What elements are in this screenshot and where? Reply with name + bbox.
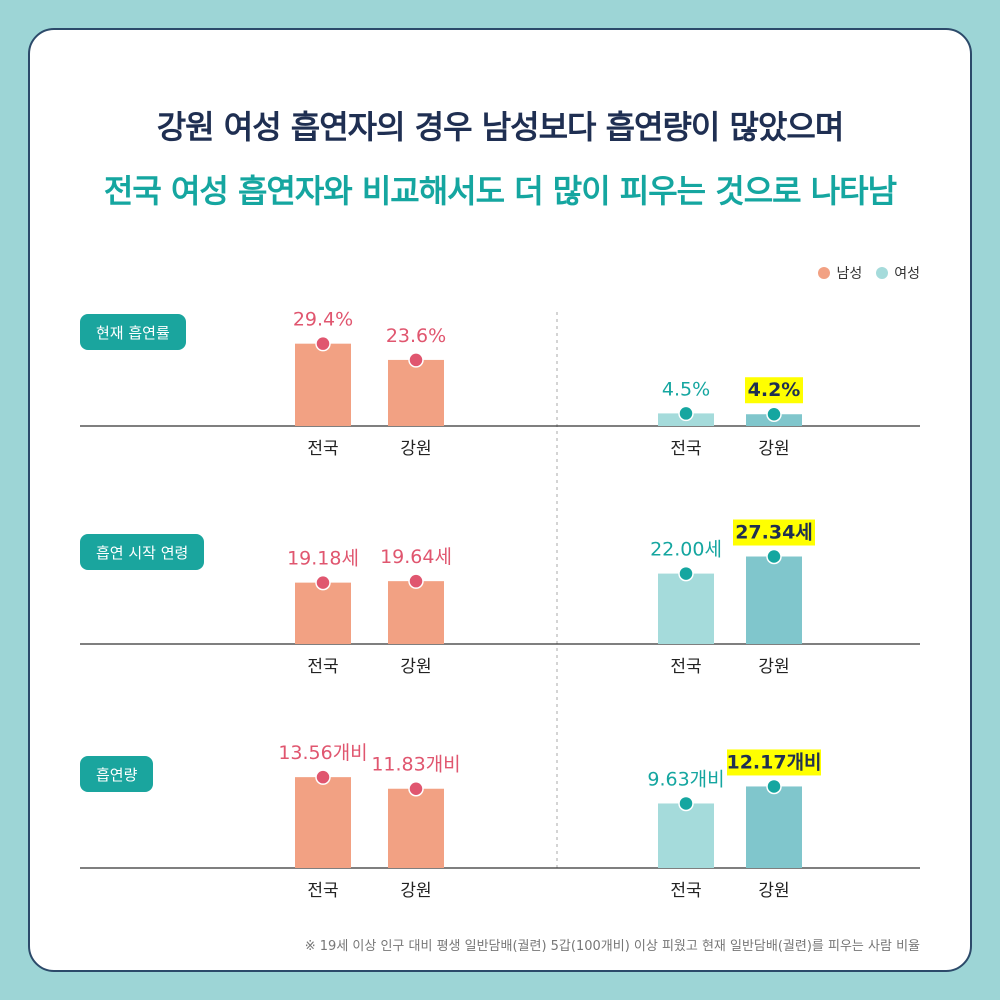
bar-marker-dot — [678, 795, 694, 812]
legend-female-swatch — [876, 267, 889, 279]
data-label: 13.56개비 — [278, 742, 367, 764]
bar-marker-dot — [766, 548, 782, 565]
bar-male-1 — [388, 359, 444, 426]
bar-marker-dot — [408, 352, 424, 368]
bar-marker-dot — [678, 405, 694, 422]
bar-marker-dot — [678, 565, 694, 582]
bar-marker-dot — [315, 769, 331, 785]
data-label: 27.34세 — [735, 522, 813, 544]
section-label-smoking-amount: 흡연량 — [80, 756, 154, 792]
category-tick-label: 강원 — [758, 657, 789, 677]
bar-male-0 — [295, 582, 351, 644]
category-tick-label: 전국 — [307, 657, 338, 677]
category-tick-label: 전국 — [670, 657, 701, 677]
bar-female-0 — [658, 573, 714, 644]
bar-female-0 — [658, 803, 714, 868]
bar-male-1 — [388, 788, 444, 868]
legend-female-label: 여성 — [894, 266, 920, 282]
data-label: 4.2% — [748, 379, 801, 401]
data-label-highlight — [745, 377, 803, 404]
data-label: 9.63개비 — [647, 768, 724, 790]
title-line-1: 강원 여성 흡연자의 경우 남성보다 흡연량이 많았으며 — [156, 108, 845, 146]
bar-marker-dot — [408, 780, 424, 797]
section-label-smoking-start-age: 흡연 시작 연령 — [80, 534, 205, 570]
category-tick-label: 강원 — [758, 439, 789, 459]
data-label-highlight — [727, 749, 821, 776]
category-tick-label: 전국 — [307, 439, 338, 459]
data-label: 19.18세 — [287, 548, 359, 570]
bar-male-1 — [388, 581, 444, 644]
legend: 남성 여성 — [818, 263, 920, 283]
title-line-2: 전국 여성 흡연자와 비교해서도 더 많이 피우는 것으로 나타남 — [103, 172, 897, 210]
category-tick-label: 강원 — [400, 439, 431, 459]
bar-marker-dot — [315, 335, 331, 352]
bar-female-1 — [746, 556, 802, 644]
bar-male-0 — [295, 343, 351, 426]
category-tick-label: 강원 — [400, 657, 431, 677]
bar-male-0 — [295, 777, 351, 868]
footnote: ※ 19세 이상 인구 대비 평생 일반담배(궐련) 5갑(100개비) 이상 … — [304, 939, 920, 954]
data-label: 22.00세 — [650, 539, 722, 561]
category-tick-label: 전국 — [670, 439, 701, 459]
bar-female-1 — [746, 786, 802, 868]
data-label: 23.6% — [386, 325, 446, 347]
category-tick-label: 전국 — [307, 881, 338, 901]
data-label: 29.4% — [293, 309, 353, 331]
category-tick-label: 전국 — [670, 881, 701, 901]
infographic-card — [28, 28, 972, 972]
category-tick-label: 강원 — [758, 881, 789, 901]
data-label: 4.5% — [662, 378, 710, 400]
bar-marker-dot — [315, 574, 331, 591]
data-label: 19.64세 — [380, 546, 452, 568]
legend-male-label: 남성 — [836, 266, 863, 282]
category-tick-label: 강원 — [400, 881, 431, 901]
bar-marker-dot — [766, 778, 782, 795]
bar-marker-dot — [766, 406, 782, 422]
section-label-current-smoking-rate: 현재 흡연률 — [80, 314, 186, 350]
data-label-highlight — [733, 519, 815, 546]
bar-marker-dot — [408, 573, 424, 589]
data-label: 12.17개비 — [726, 751, 821, 773]
legend-male-swatch — [818, 267, 831, 279]
data-label: 11.83개비 — [371, 754, 460, 776]
